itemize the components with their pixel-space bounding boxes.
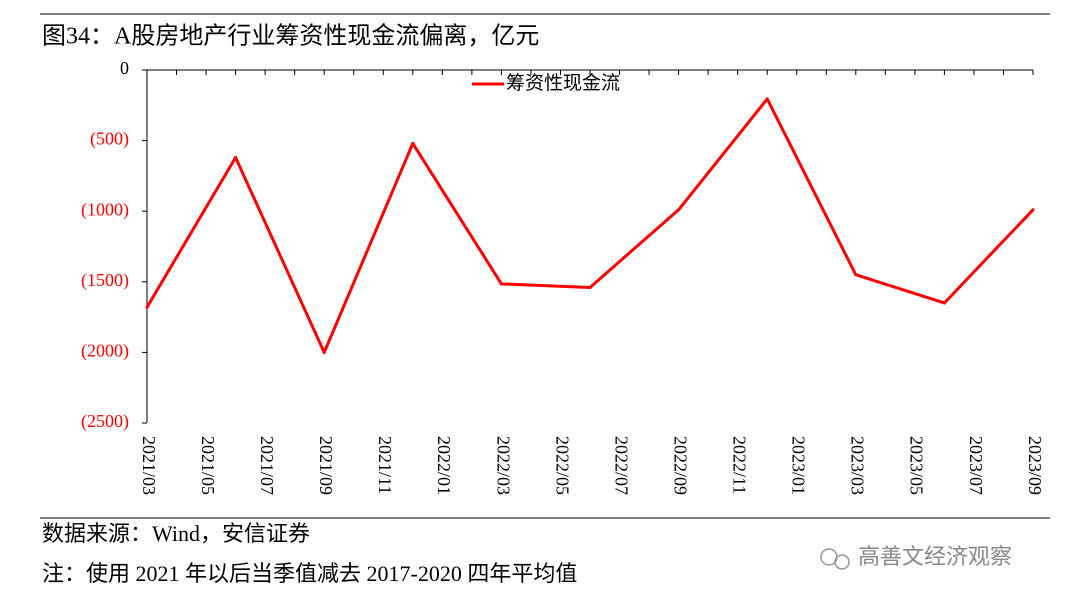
y-tick-label: (500) (90, 129, 129, 150)
x-tick-label: 2022/11 (730, 436, 750, 494)
x-tick-label: 2021/11 (375, 436, 395, 494)
x-tick-label: 2022/03 (493, 436, 513, 495)
x-tick-label: 2023/01 (789, 436, 809, 495)
line-segment (322, 141, 415, 354)
x-tick-label: 2021/09 (316, 436, 336, 495)
y-tick-label: (2000) (81, 341, 129, 362)
legend-label: 筹资性现金流 (506, 72, 620, 94)
x-tick-label: 2022/07 (611, 436, 631, 495)
x-tick-label: 2021/07 (257, 436, 277, 495)
x-tick-label: 2023/03 (848, 436, 868, 495)
x-tick-label: 2023/07 (966, 436, 986, 495)
chart-title: 图34：A股房地产行业筹资性现金流偏离，亿元 (42, 23, 539, 50)
line-segment (765, 97, 858, 277)
note: 注：使用 2021 年以后当季值减去 2017-2020 四年平均值 (42, 561, 577, 586)
x-tick-label: 2022/05 (552, 436, 572, 495)
line-segment (234, 156, 326, 354)
line-segment (145, 156, 238, 309)
y-tick-label: 0 (120, 58, 129, 78)
line-segment (588, 208, 681, 289)
data-point (1031, 208, 1035, 212)
x-tick-label: 2021/05 (198, 436, 218, 495)
line-segment (677, 97, 769, 212)
y-tick-label: (1500) (81, 270, 129, 291)
x-tick-label: 2022/01 (434, 436, 454, 495)
source: 数据来源：Wind，安信证券 (42, 521, 310, 546)
line-segment (942, 208, 1035, 305)
x-tick-label: 2023/05 (907, 436, 927, 495)
x-tick-label: 2022/09 (670, 436, 690, 495)
x-tick-label: 2021/03 (139, 436, 159, 495)
x-tick-label: 2023/09 (1025, 436, 1045, 495)
line-segment (499, 282, 592, 289)
y-tick-label: (2500) (81, 411, 129, 432)
line-segment (854, 273, 946, 305)
line-segment (411, 141, 503, 286)
y-tick-label: (1000) (81, 199, 129, 220)
watermark: 高善文经济观察 (858, 544, 1012, 569)
watermark-icon (820, 548, 850, 570)
